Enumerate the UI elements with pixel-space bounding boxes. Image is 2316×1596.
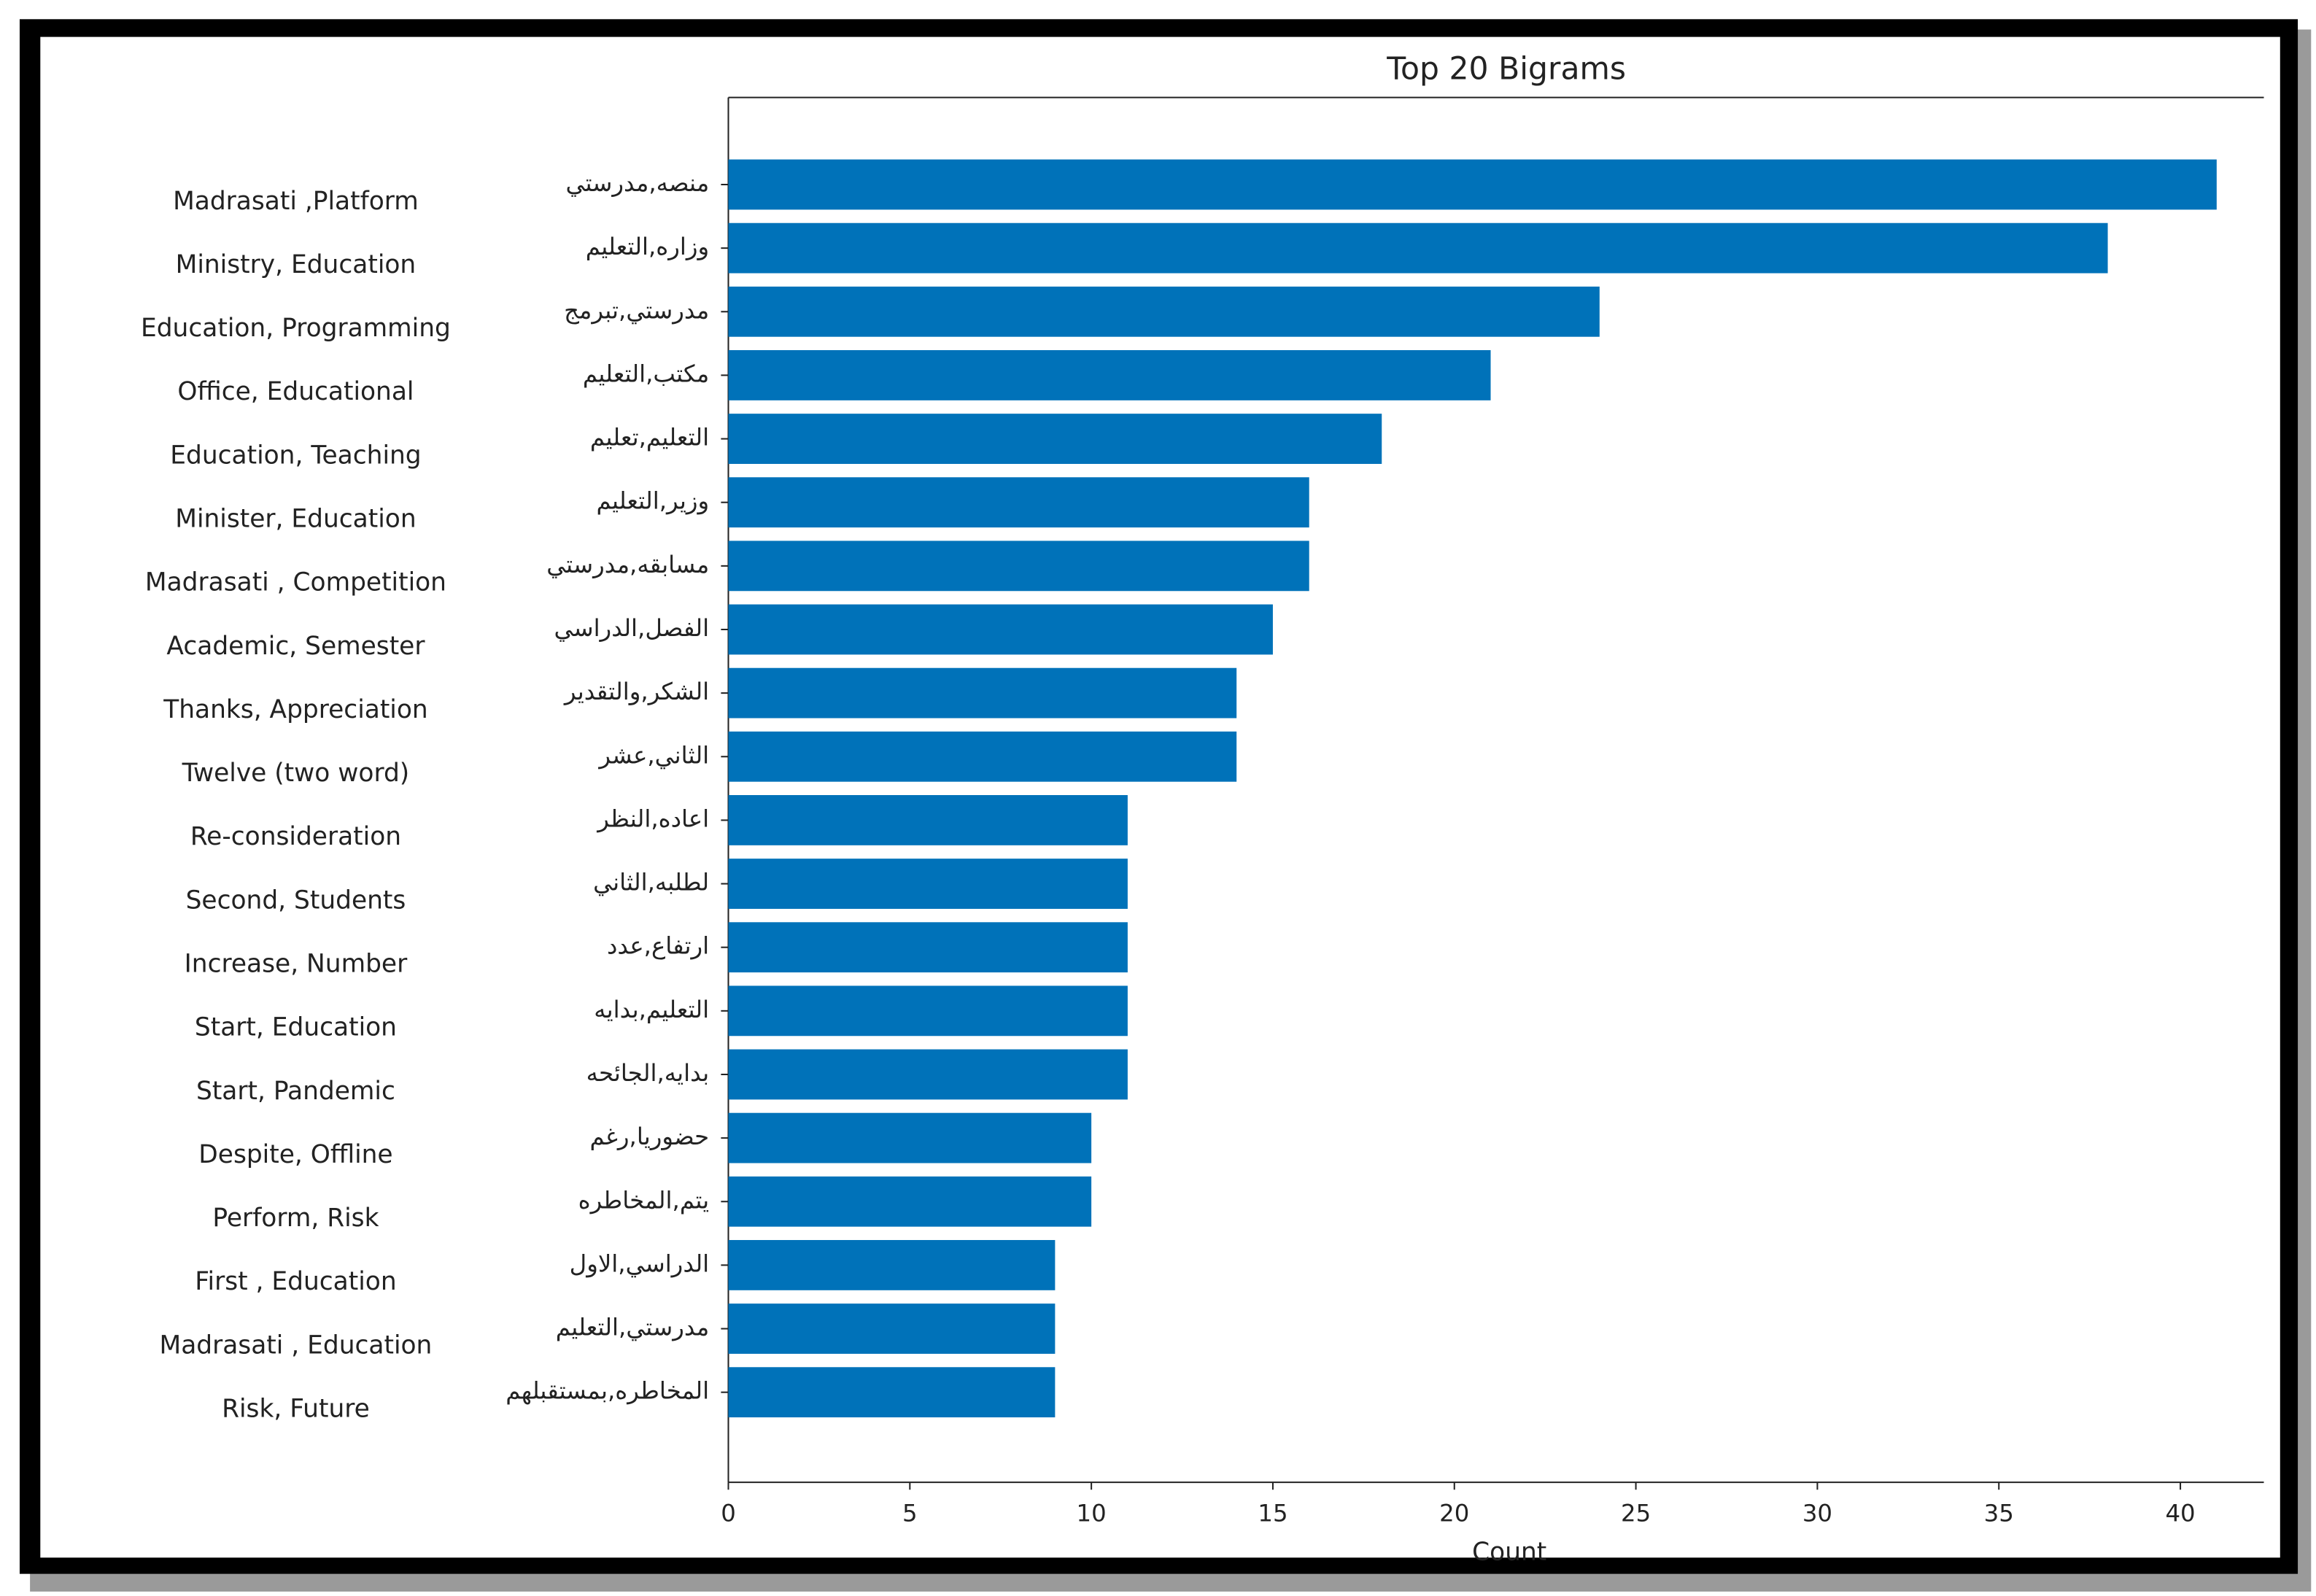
x-tick-label: 15 [1258,1500,1287,1527]
translation-label: Madrasati , Education [160,1330,433,1360]
translation-label: Twelve (two word) [182,759,410,788]
translation-label: Start, Education [195,1013,397,1042]
translation-label: Risk, Future [222,1394,370,1423]
y-tick-label: اعاده,النظر [596,805,709,832]
x-tick-label: 5 [902,1500,918,1527]
y-tick-label: لطلبه,الثاني [593,869,709,896]
translation-label: Start, Pandemic [196,1077,395,1106]
y-tick-label: المخاطره,بمستقبلهم [506,1377,709,1405]
translation-label: Re-consideration [190,822,401,851]
bar [728,1303,1056,1354]
translation-label: Education, Programming [141,314,451,343]
y-tick-label: بدايه,الجائحه [586,1059,710,1087]
bar [728,604,1273,655]
y-tick-label: التعليم,تعليم [590,424,709,452]
bar [728,477,1309,528]
y-tick-label: مسابقه,مدرستي [546,551,709,578]
bar [728,1049,1128,1100]
bar [728,795,1128,845]
bar [728,1239,1056,1290]
y-tick-label: الفصل,الدراسي [554,614,709,642]
y-tick-label: مدرستي,التعليم [556,1314,709,1341]
bar [728,1367,1056,1418]
y-tick-label: التعليم,بدايه [594,996,709,1023]
translation-label: Ministry, Education [176,250,417,279]
x-tick-label: 35 [1984,1500,2014,1527]
translation-label: Office, Educational [177,377,414,406]
translation-label: Academic, Semester [166,632,425,661]
translation-label: Increase, Number [185,949,408,978]
translation-label: Second, Students [186,886,406,915]
y-tick-label: وزير,التعليم [596,487,709,515]
translation-label: First , Education [195,1267,396,1296]
bar [728,985,1128,1037]
bar [728,350,1491,400]
x-tick-label: 0 [721,1500,736,1527]
bar [728,1112,1092,1163]
bar [728,731,1237,782]
y-tick-label: حضوريا,رغم [589,1123,709,1150]
bar [728,286,1600,337]
x-axis-label: Count [1472,1538,1546,1567]
bar [728,159,2217,210]
translation-label: Madrasati , Competition [145,568,446,597]
chart-title: Top 20 Bigrams [1386,52,1626,88]
translation-label: Despite, Offline [198,1140,392,1169]
y-tick-label: الدراسي,الاول [570,1250,709,1277]
bar [728,922,1128,973]
bar [728,1176,1092,1227]
y-tick-label: الثاني,عشر [597,741,709,769]
y-tick-label: مكتب,التعليم [583,360,709,387]
x-tick-label: 20 [1439,1500,1469,1527]
y-tick-label: يتم,المخاطره [578,1186,710,1214]
translation-label: Madrasati ,Platform [173,187,419,216]
x-tick-label: 25 [1621,1500,1651,1527]
x-tick-label: 40 [2165,1500,2195,1527]
bar [728,667,1237,718]
y-tick-label: الشكر,والتقدير [563,678,709,705]
y-tick-label: مدرستي,تبرمج [564,296,709,324]
x-tick-label: 30 [1802,1500,1832,1527]
y-tick-label: ارتفاع,عدد [607,932,709,960]
translation-label: Perform, Risk [212,1204,379,1233]
bar [728,222,2108,274]
bar [728,859,1128,909]
x-tick-label: 10 [1077,1500,1107,1527]
y-tick-label: وزاره,التعليم [586,233,709,260]
bar [728,414,1382,464]
translation-label: Minister, Education [175,504,416,533]
y-tick-label: منصه,مدرستي [566,169,710,197]
translation-label: Thanks, Appreciation [163,695,428,724]
translation-label: Education, Teaching [170,441,421,470]
bar [728,541,1309,592]
